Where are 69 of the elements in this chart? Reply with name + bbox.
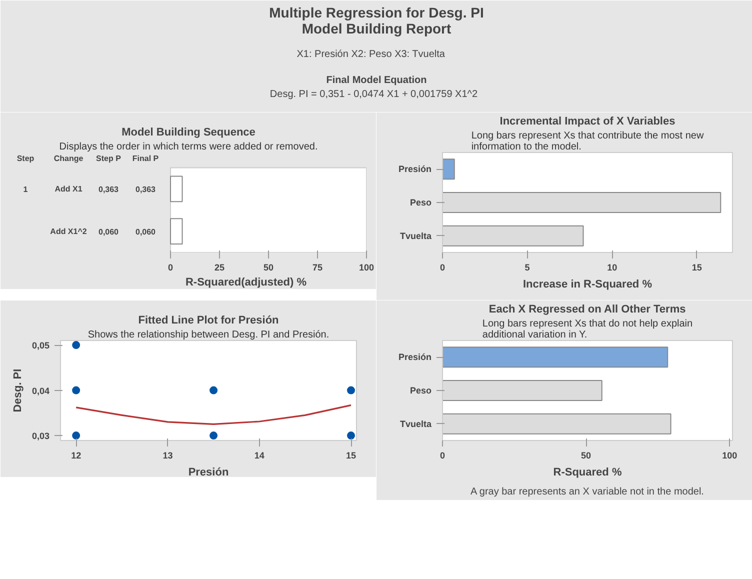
y-tick-label: Tvuelta	[400, 230, 432, 241]
point	[347, 432, 355, 440]
bar	[442, 158, 455, 180]
text: X1: Presión X2: Peso X3: Tvuelta	[296, 49, 446, 60]
text: Final Model Equation	[326, 75, 427, 86]
point	[72, 341, 80, 350]
x-tick-label: 100	[722, 450, 738, 460]
chart-title: Model Building Sequence	[122, 126, 256, 138]
point	[210, 432, 218, 440]
x-tick-label: 75	[312, 262, 323, 272]
chart-title: Incremental Impact of X Variables	[500, 116, 676, 128]
chart-title: Each X Regressed on All Other Terms	[488, 304, 686, 316]
text: 0,060	[98, 227, 120, 236]
text: Multiple Regression for Desg. PI	[269, 4, 484, 20]
x-axis-title: Presión	[188, 466, 229, 478]
chart-subtitle: Displays the order in which terms were added or removed.	[59, 142, 318, 152]
x-tick-label: 50	[581, 450, 592, 460]
x-axis-title: R-Squared %	[553, 466, 622, 478]
bar	[442, 380, 602, 401]
x-tick-label: 15	[346, 450, 356, 460]
y-tick-label: 0,04	[32, 386, 50, 396]
text: Desg. PI = 0,351 - 0,0474 X1 + 0,001759 X1^2	[270, 89, 478, 100]
y-tick-label: Presión	[398, 352, 432, 362]
line-series	[75, 404, 352, 426]
category-label: Add X1	[54, 184, 82, 194]
text: Step	[16, 154, 34, 163]
x-tick-label: 25	[214, 262, 225, 272]
chart-subtitle: Long bars represent Xs that contribute the most new information to the model.	[471, 130, 704, 152]
x-axis-title: Increase in R-Squared %	[523, 278, 652, 290]
x-tick-label: 14	[254, 450, 264, 460]
text: Model Building Report	[302, 20, 452, 36]
x-tick-label: 100	[358, 262, 374, 272]
bar	[442, 192, 722, 213]
x-tick-label: 12	[71, 450, 82, 460]
chart-title: Fitted Line Plot for Presión	[138, 314, 280, 326]
chart-subtitle: Long bars represent Xs that do not help explain additional variation in Y.	[482, 318, 693, 340]
text: A gray bar represents an X variable not in the model.	[470, 486, 704, 498]
y-tick-label: 0,03	[32, 431, 50, 442]
text: 0,363	[98, 184, 120, 194]
point	[347, 386, 355, 394]
bar	[442, 225, 584, 246]
point	[210, 386, 218, 394]
text: 0,363	[135, 184, 156, 194]
x-tick-label: 10	[607, 262, 618, 272]
x-tick-label: 5	[524, 262, 530, 272]
x-tick-label: 15	[692, 262, 702, 272]
text: Change	[54, 154, 84, 163]
x-tick-label: 50	[263, 262, 274, 272]
chart-subtitle: Shows the relationship between Desg. PI and Presión.	[88, 330, 330, 340]
y-tick-label: Presión	[398, 164, 432, 174]
text: Step P	[96, 154, 122, 163]
point	[72, 432, 80, 440]
bar	[442, 413, 672, 434]
text: Final P	[132, 154, 160, 163]
category-label: Add X1^2	[50, 226, 87, 236]
x-tick-label: 13	[162, 450, 173, 460]
x-axis-title: R-Squared(adjusted) %	[185, 276, 307, 288]
y-tick-label: Peso	[410, 386, 432, 396]
y-tick-label: 0,05	[32, 340, 50, 351]
y-tick-label: Tvuelta	[400, 418, 432, 429]
y-tick-label: Peso	[410, 198, 432, 208]
point	[72, 386, 80, 394]
text: 1	[23, 184, 28, 194]
bar	[442, 346, 668, 368]
x-tick-label: 0	[440, 450, 446, 460]
y-axis-title: Desg. PI	[12, 368, 24, 412]
x-tick-label: 0	[168, 262, 174, 272]
x-tick-label: 0	[440, 262, 446, 272]
text: 0,060	[135, 227, 156, 236]
